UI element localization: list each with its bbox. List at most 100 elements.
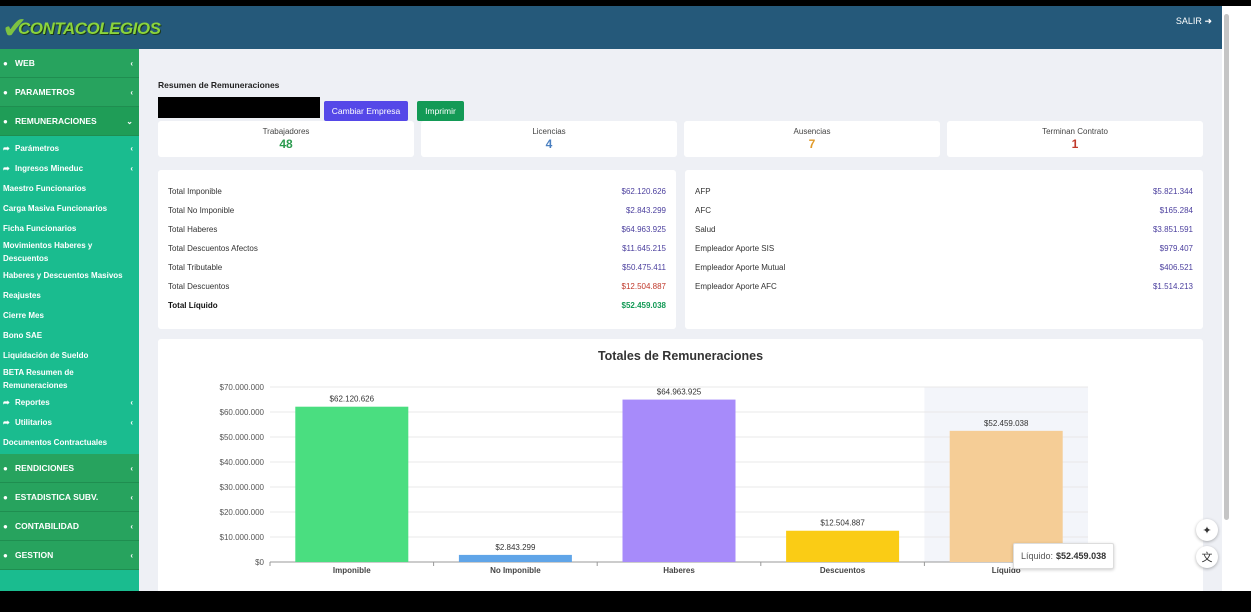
sidebar-sub-label: Reportes [15, 397, 50, 407]
sidebar-link-carga-masiva[interactable]: Carga Masiva Funcionarios [3, 203, 108, 213]
share-arrow-icon: ➦ [3, 163, 10, 173]
dashboard-icon: ● [3, 87, 8, 97]
sidebar-section-contabilidad[interactable]: ● CONTABILIDAD ‹ [0, 512, 139, 541]
totals-row: Total Descuentos Afectos $11.645.215 [168, 244, 666, 258]
y-tick-label: $50.000.000 [220, 433, 265, 442]
sidebar-link-reajustes[interactable]: Reajustes [3, 290, 41, 300]
stat-label: Trabajadores [262, 127, 310, 136]
sidebar-sub-label: Utilitarios [15, 417, 52, 427]
chevron-left-icon: ‹ [130, 87, 133, 97]
totals-value: $52.459.038 [621, 301, 667, 310]
company-name-redacted [158, 97, 320, 118]
y-tick-label: $40.000.000 [220, 458, 265, 467]
sidebar-sub-utilitarios[interactable]: ➦ Utilitarios ‹ [0, 412, 139, 432]
tooltip-value: $52.459.038 [1056, 551, 1107, 561]
totals-row: Total Haberes $64.963.925 [168, 225, 666, 239]
sidebar-sub-reportes[interactable]: ➦ Reportes ‹ [0, 392, 139, 412]
sidebar-sub-ingresos-mineduc[interactable]: ➦ Ingresos Mineduc ‹ [0, 158, 139, 178]
sidebar-section-label: CONTABILIDAD [15, 521, 80, 531]
sidebar-section-label: WEB [15, 58, 35, 68]
translate-icon[interactable]: 文 [1196, 546, 1218, 568]
sidebar-section-web[interactable]: ● WEB ‹ [0, 49, 139, 78]
stat-card-licencias: Licencias 4 [421, 121, 677, 157]
sidebar-link-ficha-funcionarios[interactable]: Ficha Funcionarios [3, 223, 77, 233]
logo[interactable]: ✔ CONTACOLEGIOS [2, 8, 161, 46]
sidebar-link-cierre-mes[interactable]: Cierre Mes [3, 310, 44, 320]
totals-panel: Total Imponible $62.120.626 Total No Impo… [158, 170, 676, 329]
y-tick-label: $0 [255, 558, 264, 567]
logout-button[interactable]: SALIR ➜ [1176, 16, 1212, 27]
contribution-row: Empleador Aporte AFC $1.514.213 [695, 282, 1193, 296]
totals-value: $62.120.626 [621, 187, 667, 196]
stat-value: 4 [545, 137, 553, 151]
contribution-value: $3.851.591 [1152, 225, 1193, 234]
sidebar-link-documentos[interactable]: Documentos Contractuales [3, 437, 108, 447]
chevron-left-icon: ‹ [130, 521, 133, 531]
scrollbar-thumb[interactable] [1224, 14, 1229, 520]
sidebar-link-maestro-funcionarios[interactable]: Maestro Funcionarios [3, 183, 87, 193]
sidebar-section-gestion[interactable]: ● GESTION ‹ [0, 541, 139, 570]
share-arrow-icon: ➦ [3, 397, 10, 407]
sidebar-section-label: ESTADISTICA SUBV. [15, 492, 99, 502]
contribution-value: $165.284 [1159, 206, 1193, 215]
bar-haberes[interactable] [622, 399, 736, 562]
bar-descuentos[interactable] [786, 530, 900, 562]
bar-chart[interactable]: $0 $10.000.000 $20.000.000 $30.000.000 $40.0… [158, 339, 1203, 591]
sidebar-sub-parametros[interactable]: ➦ Parámetros ‹ [0, 138, 139, 158]
totals-row: Total Tributable $50.475.411 [168, 263, 666, 277]
dashboard-icon: ● [3, 58, 8, 68]
stat-card-trabajadores: Trabajadores 48 [158, 121, 414, 157]
sidebar-sub-label: Parámetros [15, 143, 60, 153]
totals-row: Total Imponible $62.120.626 [168, 187, 666, 201]
contribution-value: $979.407 [1159, 244, 1193, 253]
chevron-left-icon: ‹ [130, 492, 133, 502]
app-window: ✔ CONTACOLEGIOS SALIR ➜ ● WEB ‹ ● PARAME… [0, 6, 1222, 591]
change-company-button[interactable]: Cambiar Empresa [324, 101, 408, 121]
y-tick-label: $70.000.000 [220, 383, 265, 392]
contribution-value: $1.514.213 [1152, 282, 1193, 291]
contribution-row: AFC $165.284 [695, 206, 1193, 220]
scrollbar[interactable]: ✦ 文 [1196, 6, 1251, 591]
totals-label: Total Descuentos Afectos [168, 244, 258, 253]
dashboard-icon: ● [3, 492, 8, 502]
contribution-row: Empleador Aporte SIS $979.407 [695, 244, 1193, 258]
sidebar-link-beta-resumen[interactable]: BETA Resumen de Remuneraciones [3, 367, 74, 390]
bar-no-imponible[interactable] [458, 554, 572, 562]
chevron-down-icon: ⌄ [126, 116, 133, 126]
sidebar-section-label: PARAMETROS [15, 87, 75, 97]
sidebar-link-liquidacion[interactable]: Liquidación de Sueldo [3, 350, 89, 360]
sidebar-link-haberes-masivos[interactable]: Haberes y Descuentos Masivos [3, 270, 123, 280]
check-logo-icon: ✔ [2, 11, 28, 46]
data-label: $52.459.038 [984, 419, 1029, 428]
sidebar-section-label: GESTION [15, 550, 54, 560]
sidebar-section-estadistica[interactable]: ● ESTADISTICA SUBV. ‹ [0, 483, 139, 512]
sidebar-link-movimientos[interactable]: Movimientos Haberes y Descuentos [3, 240, 93, 263]
chart-tooltip: Líquido: $52.459.038 [1013, 543, 1115, 569]
sidebar-section-rendiciones[interactable]: ● RENDICIONES ‹ [0, 454, 139, 483]
sidebar-link-bono-sae[interactable]: Bono SAE [3, 330, 43, 340]
data-label: $62.120.626 [330, 395, 375, 404]
totals-label: Total Descuentos [168, 282, 230, 291]
x-tick-label: Imponible [333, 566, 371, 575]
sidebar-section-remuneraciones[interactable]: ● REMUNERACIONES ⌄ [0, 107, 139, 136]
bar-líquido[interactable] [949, 430, 1063, 562]
totals-value: $12.504.887 [621, 282, 667, 291]
x-tick-label: No Imponible [490, 566, 541, 575]
print-button[interactable]: Imprimir [417, 101, 464, 121]
share-arrow-icon: ➦ [3, 417, 10, 427]
x-tick-label: Descuentos [820, 566, 866, 575]
data-label: $12.504.887 [820, 519, 865, 528]
totals-row: Total No Imponible $2.843.299 [168, 206, 666, 220]
tooltip-label: Líquido: [1021, 551, 1054, 561]
sidebar-section-parametros[interactable]: ● PARAMETROS ‹ [0, 78, 139, 107]
chevron-left-icon: ‹ [130, 550, 133, 560]
chevron-left-icon: ‹ [130, 463, 133, 473]
y-tick-label: $30.000.000 [220, 483, 265, 492]
stat-value: 7 [808, 137, 816, 151]
x-tick-label: Haberes [663, 566, 695, 575]
stat-card-terminan-contrato: Terminan Contrato 1 [947, 121, 1203, 157]
sparkle-icon[interactable]: ✦ [1196, 519, 1218, 541]
bar-imponible[interactable] [295, 406, 409, 562]
y-tick-label: $60.000.000 [220, 408, 265, 417]
sidebar: ● WEB ‹ ● PARAMETROS ‹ ● REMUNERACIONES … [0, 49, 139, 591]
